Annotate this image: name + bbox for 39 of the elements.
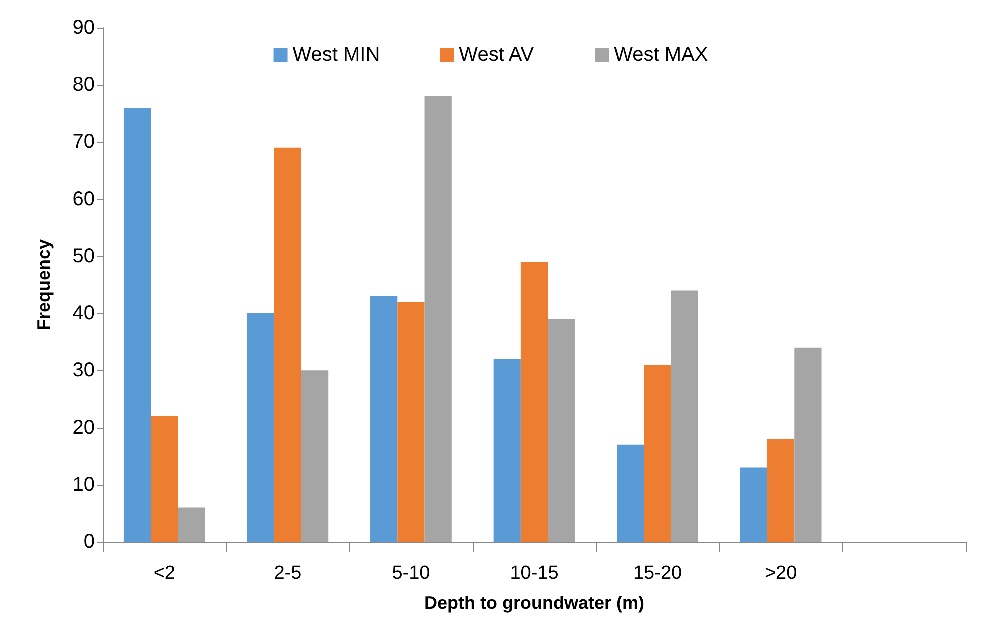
x-tick-label: 15-20 — [633, 563, 682, 584]
x-axis-title: Depth to groundwater (m) — [424, 593, 644, 613]
x-tick-label: 5-10 — [392, 563, 430, 584]
bar — [520, 262, 548, 542]
bar — [671, 290, 698, 542]
y-tick-label: 20 — [72, 416, 95, 439]
bar — [398, 302, 425, 542]
bar — [494, 359, 521, 542]
bar — [794, 348, 822, 542]
bar — [247, 314, 274, 542]
bar — [151, 416, 178, 542]
bar — [301, 370, 329, 542]
y-axis-title: Frequency — [34, 239, 54, 331]
legend-label: West MAX — [614, 44, 708, 66]
x-tick-label: 10-15 — [510, 563, 559, 584]
y-tick-label: 30 — [72, 360, 95, 382]
y-tick-label: 70 — [72, 131, 95, 154]
y-tick-label: 90 — [72, 17, 95, 39]
y-tick-label: 60 — [72, 188, 95, 210]
bar — [740, 468, 768, 542]
x-tick-label: >20 — [764, 563, 798, 584]
bar — [124, 108, 152, 542]
bar — [370, 296, 398, 542]
legend-label: West AV — [459, 44, 535, 66]
y-tick-label: 50 — [72, 245, 95, 268]
bar — [644, 364, 672, 542]
bar — [424, 96, 452, 542]
bar — [274, 148, 302, 542]
bar — [548, 319, 576, 542]
legend-label: West MIN — [292, 44, 380, 66]
x-tick-label: 2-5 — [274, 563, 302, 584]
bar — [768, 439, 795, 542]
y-tick-label: 10 — [72, 474, 95, 496]
y-tick-label: 80 — [72, 74, 95, 96]
x-tick-label: <2 — [154, 563, 176, 584]
bar — [617, 444, 644, 542]
y-tick-label: 0 — [84, 531, 95, 553]
bar — [178, 508, 206, 542]
y-tick-label: 40 — [72, 302, 95, 325]
